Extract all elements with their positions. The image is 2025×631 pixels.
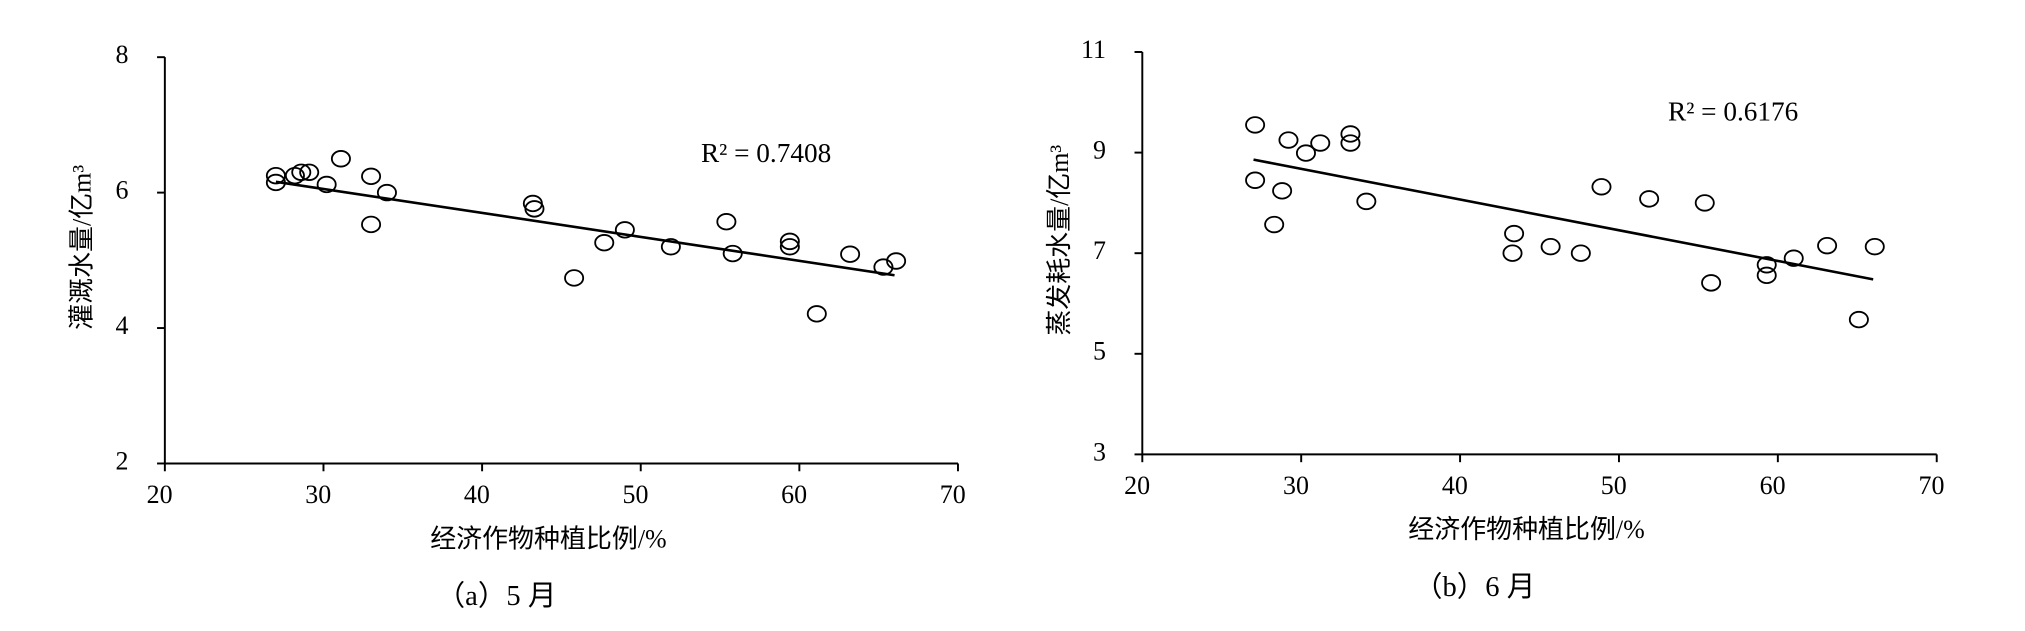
point	[376, 183, 397, 202]
point	[779, 232, 800, 251]
point	[299, 163, 320, 181]
y-tick-label: 5	[1093, 337, 1106, 366]
point	[1864, 237, 1885, 256]
x-tick-label: 50	[1601, 471, 1627, 500]
point	[840, 245, 861, 263]
x-tick-label: 30	[305, 480, 331, 509]
x-tick-label: 70	[1919, 471, 1945, 500]
x-tick-label: 60	[1760, 471, 1786, 500]
point	[330, 150, 351, 168]
point	[1278, 131, 1299, 149]
point	[1340, 134, 1361, 152]
point	[265, 166, 286, 185]
point	[873, 258, 894, 276]
x-tick-label: 70	[940, 480, 966, 509]
x-tick-label: 20	[147, 480, 173, 509]
point	[1756, 256, 1777, 274]
point	[361, 215, 382, 234]
annotation: R² = 0.6176	[1668, 97, 1798, 127]
point	[722, 244, 743, 263]
point	[291, 163, 312, 181]
trendline	[275, 180, 895, 277]
y-tick-label: 8	[116, 40, 129, 69]
point	[1245, 116, 1266, 134]
y-axis-label: 灌溉水量/亿m³	[67, 165, 96, 330]
point	[1639, 190, 1660, 208]
point	[1848, 310, 1869, 329]
y-tick-label: 11	[1081, 35, 1106, 64]
point	[316, 175, 337, 194]
point	[361, 167, 382, 186]
y-tick-label: 9	[1093, 136, 1106, 165]
x-tick-label: 40	[1442, 471, 1468, 500]
point	[524, 200, 545, 218]
point	[614, 221, 635, 239]
point	[1245, 171, 1266, 189]
y-tick-label: 2	[116, 446, 129, 475]
x-tick-label: 60	[781, 480, 807, 509]
y-axis-label: 蒸发耗水量/亿m³	[1045, 145, 1074, 336]
point	[1295, 144, 1316, 162]
point	[779, 238, 800, 256]
point	[1817, 236, 1838, 255]
point	[660, 238, 681, 256]
point	[522, 194, 543, 213]
point	[1591, 178, 1612, 196]
point	[1356, 192, 1377, 211]
y-tick-label: 4	[116, 311, 129, 340]
y-tick-label: 3	[1093, 437, 1106, 466]
point	[1783, 249, 1804, 267]
y-tick-label: 6	[116, 176, 129, 205]
trendline	[1253, 158, 1874, 281]
point	[886, 252, 907, 270]
point	[716, 213, 737, 231]
point	[1756, 266, 1777, 285]
x-axis-label: 经济作物种植比例/%	[430, 524, 666, 553]
caption: （b）6 月	[1414, 571, 1535, 603]
point	[1310, 134, 1331, 152]
x-tick-label: 50	[623, 480, 649, 509]
point	[1502, 244, 1523, 262]
y-tick-label: 7	[1093, 236, 1106, 265]
point	[1264, 215, 1285, 234]
point	[594, 234, 615, 252]
point	[1340, 125, 1361, 143]
x-tick-label: 40	[464, 480, 490, 509]
point	[1540, 237, 1561, 256]
x-tick-label: 20	[1124, 471, 1150, 500]
point	[806, 305, 827, 323]
point	[1701, 274, 1722, 292]
annotation: R² = 0.7408	[701, 138, 831, 168]
point	[1570, 244, 1591, 262]
point	[265, 173, 286, 192]
point	[1504, 224, 1525, 243]
x-tick-label: 30	[1283, 471, 1309, 500]
caption: （a）5 月	[437, 580, 557, 612]
x-axis-label: 经济作物种植比例/%	[1408, 515, 1644, 544]
point	[564, 269, 585, 287]
point	[1272, 182, 1293, 200]
point	[1694, 194, 1715, 212]
